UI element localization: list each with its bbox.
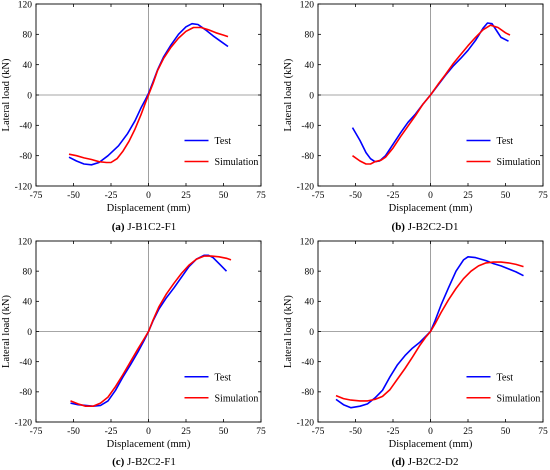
y-tick-label: 40 — [23, 298, 33, 308]
legend-label-simulation: Simulation — [497, 157, 541, 168]
x-tick-label: 25 — [463, 191, 473, 201]
x-axis-label: Displacement (mm) — [107, 439, 191, 450]
y-tick-label: -120 — [297, 182, 315, 192]
chart-panel: -75 -50 -25 0 25 50 75 -120 -80 -40 0 40 80 120 Displa… — [1, 237, 266, 468]
x-tick-label: -75 — [30, 191, 43, 201]
y-tick-label: 0 — [309, 91, 314, 101]
series-line-simulation — [70, 255, 232, 407]
legend-label-test: Test — [215, 136, 232, 147]
y-tick-label: 40 — [305, 298, 315, 308]
y-tick-label: 0 — [27, 91, 32, 101]
panel-caption: (d) J-B2C2-D2 — [392, 456, 459, 468]
x-tick-label: 0 — [146, 427, 151, 437]
x-tick-label: -75 — [312, 191, 325, 201]
y-tick-label: -80 — [301, 152, 314, 162]
y-axis-label: Lateral load (kN) — [1, 58, 12, 131]
x-tick-label: 50 — [501, 191, 511, 201]
y-tick-label: -120 — [15, 182, 33, 192]
legend-label-simulation: Simulation — [497, 393, 541, 404]
x-tick-label: -25 — [387, 427, 400, 437]
y-tick-label: 120 — [18, 0, 33, 10]
y-tick-label: 120 — [300, 0, 315, 10]
x-tick-label: -75 — [30, 427, 43, 437]
x-axis-label: Displacement (mm) — [107, 203, 191, 214]
chart-panel: -75 -50 -25 0 25 50 75 -120 -80 -40 0 40 80 120 Displa… — [283, 0, 548, 233]
legend-label-simulation: Simulation — [215, 157, 259, 168]
y-axis-label: Lateral load (kN) — [283, 58, 294, 131]
y-tick-label: -80 — [19, 388, 32, 398]
y-tick-label: -80 — [19, 152, 32, 162]
x-tick-label: 75 — [256, 427, 266, 437]
y-tick-label: -40 — [301, 358, 314, 368]
x-tick-label: 75 — [538, 427, 548, 437]
x-tick-label: -25 — [387, 191, 400, 201]
y-tick-label: 40 — [23, 61, 33, 71]
x-tick-label: -75 — [312, 427, 325, 437]
y-tick-label: -40 — [19, 358, 32, 368]
x-tick-label: 50 — [501, 427, 511, 437]
x-tick-label: 0 — [428, 191, 433, 201]
y-axis-label: Lateral load (kN) — [283, 295, 294, 368]
x-tick-label: 75 — [538, 191, 548, 201]
x-tick-label: 50 — [219, 427, 229, 437]
x-tick-label: 0 — [428, 427, 433, 437]
y-tick-label: 80 — [23, 31, 33, 41]
y-tick-label: 40 — [305, 61, 315, 71]
series-line-simulation — [68, 26, 229, 164]
legend-label-test: Test — [497, 372, 514, 383]
y-tick-label: 0 — [27, 328, 32, 338]
y-tick-label: 120 — [18, 237, 33, 247]
x-tick-label: -50 — [349, 191, 362, 201]
y-tick-label: 120 — [300, 237, 315, 247]
x-tick-label: -50 — [67, 427, 80, 437]
x-tick-label: -25 — [105, 191, 118, 201]
y-tick-label: -40 — [301, 122, 314, 132]
x-tick-label: 25 — [181, 191, 191, 201]
series-line-simulation — [352, 24, 511, 165]
x-tick-label: -50 — [67, 191, 80, 201]
panel-caption: (c) J-B2C2-F1 — [112, 456, 176, 468]
x-tick-label: 75 — [256, 191, 266, 201]
x-tick-label: -50 — [349, 427, 362, 437]
y-axis-label: Lateral load (kN) — [1, 295, 12, 368]
x-tick-label: 50 — [219, 191, 229, 201]
chart-panel: -75 -50 -25 0 25 50 75 -120 -80 -40 0 40 80 120 Displa… — [283, 237, 548, 468]
y-tick-label: -120 — [15, 418, 33, 428]
y-tick-label: 0 — [309, 328, 314, 338]
x-axis-label: Displacement (mm) — [389, 439, 473, 450]
x-axis-label: Displacement (mm) — [389, 203, 473, 214]
panel-caption: (b) J-B2C2-D1 — [392, 221, 459, 233]
y-tick-label: -120 — [297, 418, 315, 428]
y-tick-label: -80 — [301, 388, 314, 398]
legend-label-test: Test — [215, 372, 232, 383]
x-tick-label: 25 — [181, 427, 191, 437]
y-tick-label: 80 — [305, 31, 315, 41]
x-tick-label: -25 — [105, 427, 118, 437]
legend-label-test: Test — [497, 136, 514, 147]
chart-panel: -75 -50 -25 0 25 50 75 -120 -80 -40 0 40 80 120 Displa… — [1, 0, 266, 233]
legend-label-simulation: Simulation — [215, 393, 259, 404]
series-line-simulation — [335, 261, 524, 402]
x-tick-label: 0 — [146, 191, 151, 201]
x-tick-label: 25 — [463, 427, 473, 437]
panel-caption: (a) J-B1C2-F1 — [112, 221, 176, 233]
y-tick-label: 80 — [23, 267, 33, 277]
y-tick-label: 80 — [305, 267, 315, 277]
y-tick-label: -40 — [19, 122, 32, 132]
